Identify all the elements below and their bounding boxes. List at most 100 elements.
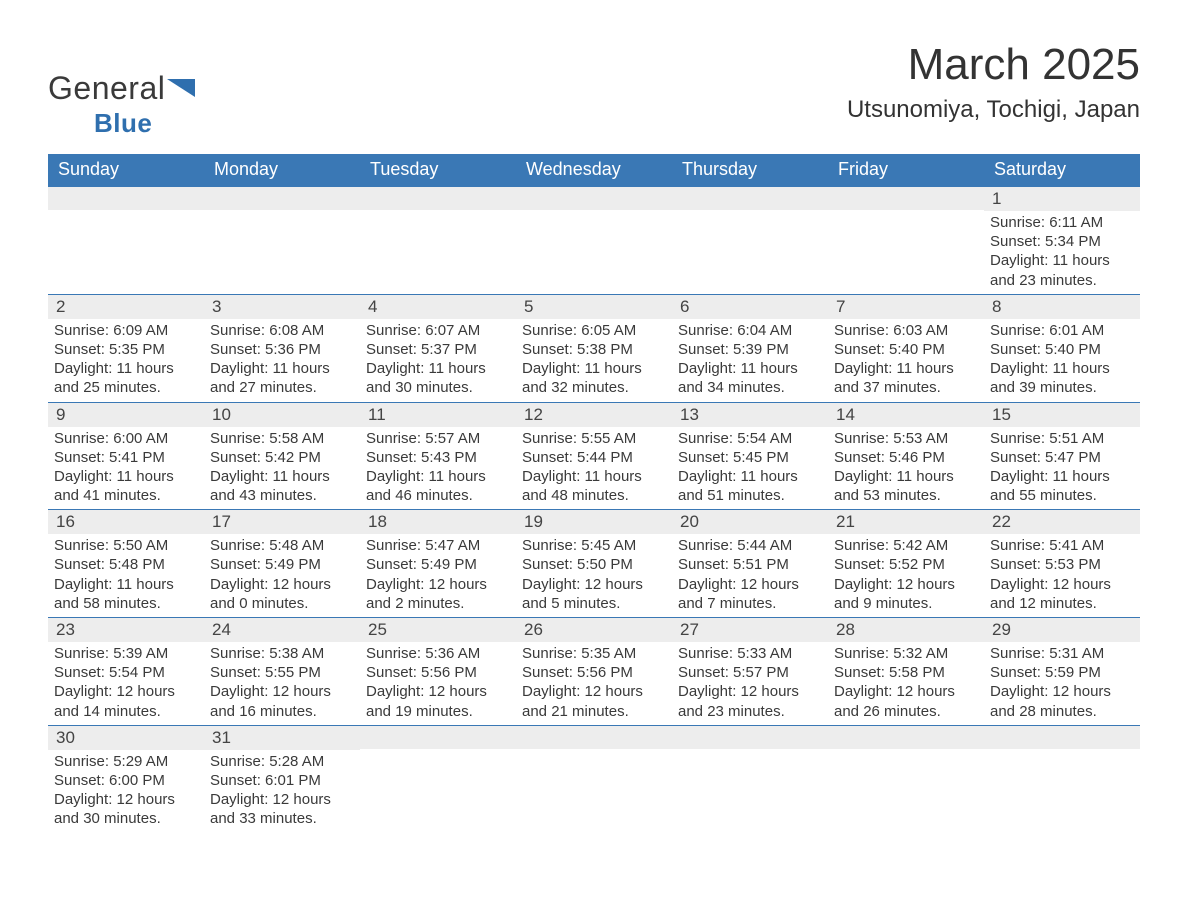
sunset-text: Sunset: 5:41 PM (54, 448, 198, 467)
weekday-wednesday: Wednesday (516, 154, 672, 186)
sunrise-text: Sunrise: 5:35 AM (522, 644, 666, 663)
day-number: 22 (984, 510, 1140, 534)
daylight-text: Daylight: 11 hours and 27 minutes. (210, 359, 354, 397)
daylight-text: Daylight: 11 hours and 55 minutes. (990, 467, 1134, 505)
daylight-text: Daylight: 11 hours and 41 minutes. (54, 467, 198, 505)
day-cell: 27Sunrise: 5:33 AMSunset: 5:57 PMDayligh… (672, 617, 828, 725)
empty-day-cell (672, 725, 828, 833)
sunset-text: Sunset: 6:01 PM (210, 771, 354, 790)
weekday-header-row: SundayMondayTuesdayWednesdayThursdayFrid… (48, 154, 1140, 186)
day-cell: 23Sunrise: 5:39 AMSunset: 5:54 PMDayligh… (48, 617, 204, 725)
day-details: Sunrise: 5:54 AMSunset: 5:45 PMDaylight:… (672, 427, 828, 510)
empty-day-cell (828, 725, 984, 833)
day-details (828, 210, 984, 284)
day-number: 10 (204, 403, 360, 427)
sunset-text: Sunset: 5:38 PM (522, 340, 666, 359)
week-row: 2Sunrise: 6:09 AMSunset: 5:35 PMDaylight… (48, 294, 1140, 402)
day-cell: 15Sunrise: 5:51 AMSunset: 5:47 PMDayligh… (984, 402, 1140, 510)
day-details (516, 210, 672, 284)
sunrise-text: Sunrise: 6:08 AM (210, 321, 354, 340)
day-number: 5 (516, 295, 672, 319)
day-details: Sunrise: 6:11 AMSunset: 5:34 PMDaylight:… (984, 211, 1140, 294)
day-number: 21 (828, 510, 984, 534)
sunset-text: Sunset: 5:51 PM (678, 555, 822, 574)
empty-day-cell (204, 186, 360, 294)
sunrise-text: Sunrise: 6:03 AM (834, 321, 978, 340)
day-number: 4 (360, 295, 516, 319)
sunrise-text: Sunrise: 6:00 AM (54, 429, 198, 448)
day-number: 6 (672, 295, 828, 319)
day-number (360, 726, 516, 749)
sunrise-text: Sunrise: 5:39 AM (54, 644, 198, 663)
day-number (516, 726, 672, 749)
day-number: 11 (360, 403, 516, 427)
daylight-text: Daylight: 11 hours and 37 minutes. (834, 359, 978, 397)
day-details: Sunrise: 5:35 AMSunset: 5:56 PMDaylight:… (516, 642, 672, 725)
sunrise-text: Sunrise: 6:01 AM (990, 321, 1134, 340)
day-details: Sunrise: 5:32 AMSunset: 5:58 PMDaylight:… (828, 642, 984, 725)
logo-word1: General (48, 70, 165, 106)
sunrise-text: Sunrise: 5:38 AM (210, 644, 354, 663)
sunrise-text: Sunrise: 5:47 AM (366, 536, 510, 555)
daylight-text: Daylight: 11 hours and 51 minutes. (678, 467, 822, 505)
day-details: Sunrise: 6:07 AMSunset: 5:37 PMDaylight:… (360, 319, 516, 402)
header: General Blue March 2025 Utsunomiya, Toch… (48, 40, 1140, 144)
day-details (516, 749, 672, 823)
daylight-text: Daylight: 11 hours and 34 minutes. (678, 359, 822, 397)
day-cell: 10Sunrise: 5:58 AMSunset: 5:42 PMDayligh… (204, 402, 360, 510)
day-cell: 22Sunrise: 5:41 AMSunset: 5:53 PMDayligh… (984, 509, 1140, 617)
day-details: Sunrise: 6:05 AMSunset: 5:38 PMDaylight:… (516, 319, 672, 402)
day-number: 2 (48, 295, 204, 319)
day-details: Sunrise: 5:48 AMSunset: 5:49 PMDaylight:… (204, 534, 360, 617)
day-cell: 11Sunrise: 5:57 AMSunset: 5:43 PMDayligh… (360, 402, 516, 510)
sunrise-text: Sunrise: 5:48 AM (210, 536, 354, 555)
sunset-text: Sunset: 5:53 PM (990, 555, 1134, 574)
day-number: 24 (204, 618, 360, 642)
sunrise-text: Sunrise: 6:07 AM (366, 321, 510, 340)
day-details: Sunrise: 5:38 AMSunset: 5:55 PMDaylight:… (204, 642, 360, 725)
sunset-text: Sunset: 5:34 PM (990, 232, 1134, 251)
day-details (360, 749, 516, 823)
week-row: 16Sunrise: 5:50 AMSunset: 5:48 PMDayligh… (48, 509, 1140, 617)
day-cell: 14Sunrise: 5:53 AMSunset: 5:46 PMDayligh… (828, 402, 984, 510)
day-details: Sunrise: 6:08 AMSunset: 5:36 PMDaylight:… (204, 319, 360, 402)
day-number: 28 (828, 618, 984, 642)
sunrise-text: Sunrise: 5:33 AM (678, 644, 822, 663)
sunset-text: Sunset: 5:59 PM (990, 663, 1134, 682)
daylight-text: Daylight: 12 hours and 5 minutes. (522, 575, 666, 613)
location: Utsunomiya, Tochigi, Japan (847, 96, 1140, 124)
sunset-text: Sunset: 5:42 PM (210, 448, 354, 467)
empty-day-cell (828, 186, 984, 294)
day-number (48, 187, 204, 210)
day-details: Sunrise: 5:33 AMSunset: 5:57 PMDaylight:… (672, 642, 828, 725)
day-cell: 3Sunrise: 6:08 AMSunset: 5:36 PMDaylight… (204, 294, 360, 402)
week-row: 23Sunrise: 5:39 AMSunset: 5:54 PMDayligh… (48, 617, 1140, 725)
day-cell: 1Sunrise: 6:11 AMSunset: 5:34 PMDaylight… (984, 186, 1140, 294)
sunrise-text: Sunrise: 5:58 AM (210, 429, 354, 448)
day-number (984, 726, 1140, 749)
sunrise-text: Sunrise: 5:32 AM (834, 644, 978, 663)
daylight-text: Daylight: 12 hours and 30 minutes. (54, 790, 198, 828)
day-cell: 28Sunrise: 5:32 AMSunset: 5:58 PMDayligh… (828, 617, 984, 725)
sunset-text: Sunset: 5:43 PM (366, 448, 510, 467)
day-cell: 8Sunrise: 6:01 AMSunset: 5:40 PMDaylight… (984, 294, 1140, 402)
daylight-text: Daylight: 12 hours and 2 minutes. (366, 575, 510, 613)
day-number: 17 (204, 510, 360, 534)
weekday-tuesday: Tuesday (360, 154, 516, 186)
daylight-text: Daylight: 12 hours and 28 minutes. (990, 682, 1134, 720)
day-number (828, 187, 984, 210)
day-details: Sunrise: 6:00 AMSunset: 5:41 PMDaylight:… (48, 427, 204, 510)
sunset-text: Sunset: 5:55 PM (210, 663, 354, 682)
day-cell: 19Sunrise: 5:45 AMSunset: 5:50 PMDayligh… (516, 509, 672, 617)
daylight-text: Daylight: 11 hours and 25 minutes. (54, 359, 198, 397)
sunrise-text: Sunrise: 5:28 AM (210, 752, 354, 771)
calendar: SundayMondayTuesdayWednesdayThursdayFrid… (48, 154, 1140, 833)
weekday-thursday: Thursday (672, 154, 828, 186)
day-details (204, 210, 360, 284)
day-details: Sunrise: 5:29 AMSunset: 6:00 PMDaylight:… (48, 750, 204, 833)
day-details: Sunrise: 5:31 AMSunset: 5:59 PMDaylight:… (984, 642, 1140, 725)
sunset-text: Sunset: 5:36 PM (210, 340, 354, 359)
day-number: 20 (672, 510, 828, 534)
sunrise-text: Sunrise: 6:11 AM (990, 213, 1134, 232)
sunrise-text: Sunrise: 5:41 AM (990, 536, 1134, 555)
